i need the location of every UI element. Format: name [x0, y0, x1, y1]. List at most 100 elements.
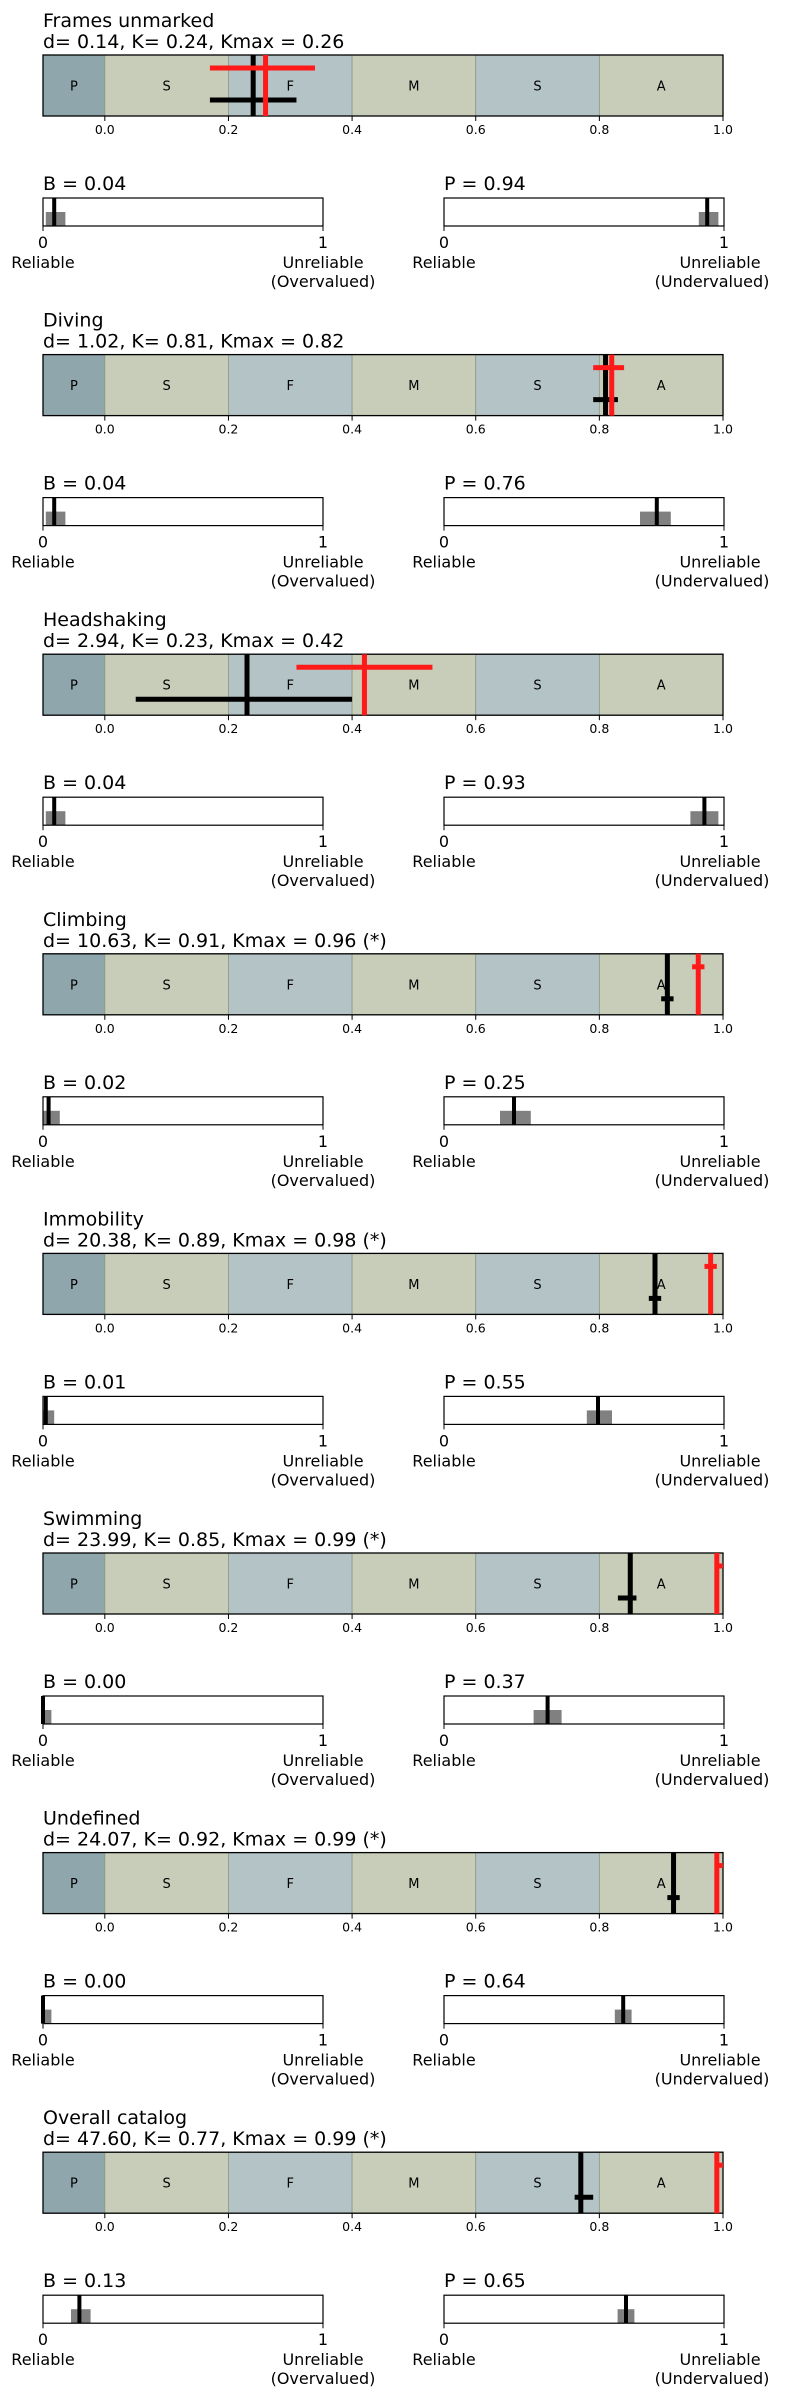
b-axis-frame [42, 1695, 324, 1725]
p-axis-frame [443, 197, 725, 227]
zone-label: P [70, 80, 78, 95]
x-tick-label: 1.0 [713, 422, 733, 437]
zone-label: F [287, 1877, 294, 1892]
p-unreliable-label: Unreliable [679, 1451, 760, 1470]
zone-band [598, 2151, 724, 2214]
b-tick-label: 0 [38, 832, 48, 851]
p-undervalued-label: (Undervalued) [655, 1770, 770, 1789]
zone-band [351, 1253, 477, 1315]
x-tick-label: 1.0 [713, 122, 733, 137]
b-overvalued-label: (Overvalued) [271, 1470, 376, 1489]
b-value-label: B = 0.01 [43, 1371, 126, 1393]
b-unreliable-label: Unreliable [282, 1751, 363, 1770]
zone-label: S [533, 379, 541, 394]
b-overvalued-label: (Overvalued) [271, 1171, 376, 1190]
p-tick-label: 0 [439, 533, 449, 552]
p-undervalued-label: (Undervalued) [655, 871, 770, 890]
zone-band [42, 1253, 106, 1315]
panel-stats: d= 0.14, K= 0.24, Kmax = 0.26 [43, 31, 344, 53]
x-tick-label: 0.2 [219, 721, 239, 736]
x-tick-label: 1.0 [713, 1920, 733, 1935]
zone-band [351, 54, 477, 117]
p-undervalued-label: (Undervalued) [655, 2070, 770, 2089]
p-tick-label: 1 [719, 233, 729, 252]
main-axis-frame [42, 54, 724, 117]
zone-band [104, 1852, 229, 1914]
zone-label: S [163, 379, 171, 394]
b-tick-label: 0 [38, 533, 48, 552]
b-unreliable-label: Unreliable [282, 2350, 363, 2369]
zone-label: A [657, 679, 666, 694]
x-tick-label: 0.2 [219, 1320, 239, 1335]
zone-label: P [70, 679, 78, 694]
p-value-label: P = 0.25 [444, 1072, 526, 1094]
zone-label: F [287, 978, 294, 993]
panel-title: Headshaking [43, 609, 167, 631]
p-reliable-label: Reliable [412, 1451, 475, 1470]
x-tick-label: 0.2 [219, 422, 239, 437]
zone-label: S [163, 679, 171, 694]
zone-band [42, 54, 106, 117]
x-tick-label: 0.8 [589, 2219, 609, 2234]
x-tick-label: 0.4 [342, 1620, 362, 1635]
zone-band [475, 54, 600, 117]
panel-title: Frames unmarked [43, 10, 214, 32]
zone-label: S [533, 2177, 541, 2192]
zone-band [104, 1253, 229, 1315]
x-tick-label: 0.4 [342, 721, 362, 736]
p-unreliable-label: Unreliable [679, 1751, 760, 1770]
p-unreliable-label: Unreliable [679, 553, 760, 572]
p-value-label: P = 0.94 [444, 173, 526, 195]
b-overvalued-label: (Overvalued) [271, 572, 376, 591]
main-axis-frame [42, 653, 724, 716]
p-tick-label: 1 [719, 832, 729, 851]
zone-label: F [287, 1278, 294, 1293]
zone-label: M [408, 1578, 419, 1593]
x-tick-label: 0.8 [589, 422, 609, 437]
b-tick-label: 1 [318, 1431, 328, 1450]
b-unreliable-label: Unreliable [282, 1451, 363, 1470]
zone-band [228, 953, 353, 1016]
main-axis-frame [42, 953, 724, 1016]
x-tick-label: 0.6 [466, 1021, 486, 1036]
b-tick-label: 1 [318, 233, 328, 252]
x-tick-label: 0.6 [466, 1620, 486, 1635]
panel-title: Climbing [43, 909, 127, 931]
x-tick-label: 0.6 [466, 721, 486, 736]
zone-label: M [408, 2177, 419, 2192]
x-tick-label: 0.2 [219, 2219, 239, 2234]
zone-band [351, 953, 477, 1016]
p-axis-frame [443, 2294, 725, 2324]
p-tick-label: 0 [439, 233, 449, 252]
zone-label: S [163, 1578, 171, 1593]
zone-band [42, 2151, 106, 2214]
x-tick-label: 0.8 [589, 721, 609, 736]
zone-band [598, 54, 724, 117]
b-tick-label: 0 [38, 1731, 48, 1750]
zone-label: P [70, 1877, 78, 1892]
zone-label: S [533, 679, 541, 694]
zone-label: A [657, 80, 666, 95]
x-tick-label: 0.8 [589, 1620, 609, 1635]
zone-band [598, 354, 724, 417]
zone-band [104, 2151, 229, 2214]
panel-title: Overall catalog [43, 2107, 187, 2129]
p-undervalued-label: (Undervalued) [655, 272, 770, 291]
b-axis-frame [42, 1096, 324, 1126]
p-undervalued-label: (Undervalued) [655, 572, 770, 591]
x-tick-label: 0.8 [589, 1320, 609, 1335]
b-unreliable-label: Unreliable [282, 852, 363, 871]
b-reliable-label: Reliable [11, 253, 74, 272]
b-unreliable-label: Unreliable [282, 553, 363, 572]
zone-label: F [287, 80, 294, 95]
p-tick-label: 0 [439, 832, 449, 851]
p-tick-label: 1 [719, 2031, 729, 2050]
b-overvalued-label: (Overvalued) [271, 1770, 376, 1789]
p-unreliable-label: Unreliable [679, 1152, 760, 1171]
p-value-label: P = 0.65 [444, 2270, 526, 2292]
x-tick-label: 0.4 [342, 1920, 362, 1935]
zone-label: A [657, 379, 666, 394]
x-tick-label: 0.4 [342, 122, 362, 137]
